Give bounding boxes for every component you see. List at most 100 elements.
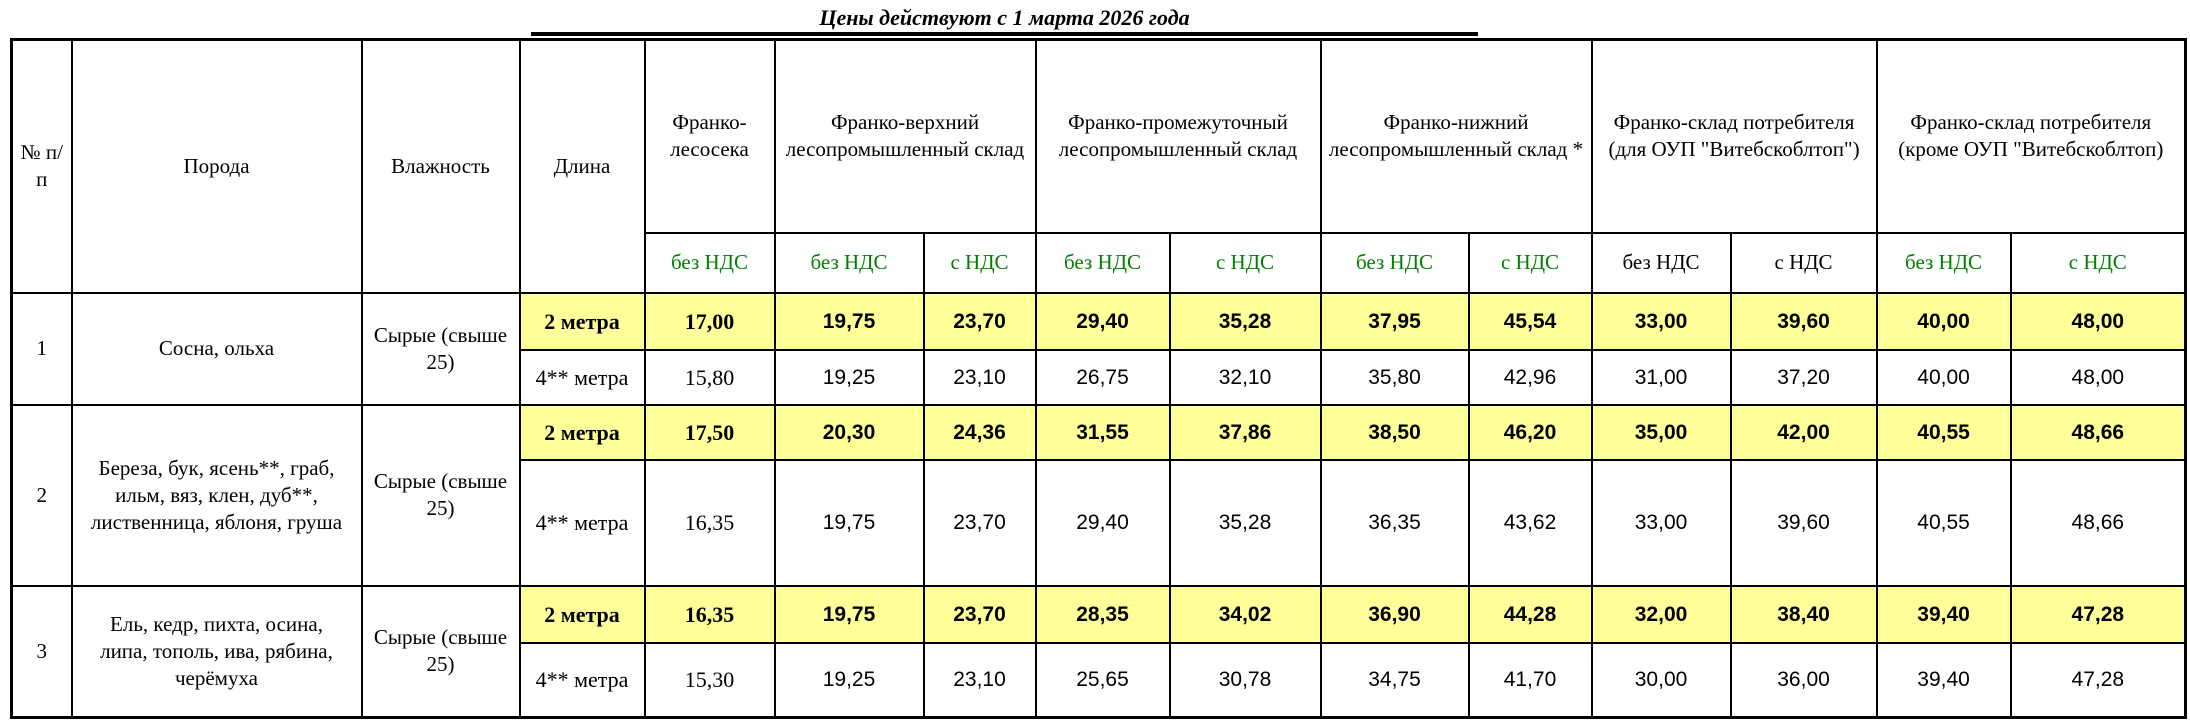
price-cell: 40,00 [1875,348,2012,406]
price-cell: 26,75 [1034,348,1171,406]
subheader-without-vat: без НДС [1590,231,1732,294]
row-number: 1 [10,291,73,406]
length-cell: 4** метра [518,641,646,719]
header-length: Длина [518,38,646,294]
price-cell: 17,00 [643,291,776,351]
price-cell: 47,28 [2009,584,2187,644]
price-cell: 40,55 [1875,403,2012,461]
species-cell: Сосна, ольха [70,291,363,406]
subheader-with-vat: с НДС [1467,231,1593,294]
price-cell: 19,75 [773,584,925,644]
price-cell: 33,00 [1590,291,1732,351]
humidity-cell: Сырые (свыше 25) [360,584,521,719]
price-cell: 23,70 [922,584,1037,644]
price-cell: 35,28 [1168,291,1322,351]
header-group-lower-warehouse: Франко-нижний лесопромышленный склад * [1319,38,1593,234]
length-cell: 4** метра [518,458,646,587]
price-cell: 15,30 [643,641,776,719]
price-cell: 17,50 [643,403,776,461]
price-table: № п/п Порода Влажность Длина Франко-лесо… [10,38,2188,719]
subheader-without-vat: без НДС [773,231,925,294]
subheader-with-vat: с НДС [922,231,1037,294]
price-cell: 31,00 [1590,348,1732,406]
header-humidity: Влажность [360,38,521,294]
price-cell: 46,20 [1467,403,1593,461]
price-cell: 44,28 [1467,584,1593,644]
price-cell: 48,66 [2009,458,2187,587]
price-cell: 29,40 [1034,458,1171,587]
price-cell: 34,75 [1319,641,1470,719]
price-cell: 19,25 [773,641,925,719]
price-cell: 19,75 [773,291,925,351]
length-cell: 2 метра [518,291,646,351]
price-cell: 36,35 [1319,458,1470,587]
table-row: 4** метра 15,30 19,25 23,10 25,65 30,78 34,75 4… [12,641,2187,719]
price-cell: 24,36 [922,403,1037,461]
price-cell: 39,60 [1729,291,1878,351]
price-cell: 48,00 [2009,291,2187,351]
price-cell: 47,28 [2009,641,2187,719]
header-group-upper-warehouse: Франко-верхний лесопромышленный склад [773,38,1037,234]
price-cell: 30,78 [1168,641,1322,719]
subheader-with-vat: с НДС [1729,231,1878,294]
price-cell: 42,96 [1467,348,1593,406]
price-cell: 16,35 [643,584,776,644]
price-cell: 15,80 [643,348,776,406]
row-number: 2 [10,403,73,587]
price-cell: 19,25 [773,348,925,406]
price-cell: 23,70 [922,458,1037,587]
length-cell: 2 метра [518,584,646,644]
price-cell: 36,00 [1729,641,1878,719]
price-cell: 41,70 [1467,641,1593,719]
price-cell: 42,00 [1729,403,1878,461]
subheader-without-vat: без НДС [643,231,776,294]
price-cell: 37,95 [1319,291,1470,351]
header-group-intermediate-warehouse: Франко-промежуточный лесопромышленный ск… [1034,38,1322,234]
table-row: 4** метра 15,80 19,25 23,10 26,75 32,10 35,80 4… [12,348,2187,406]
price-cell: 43,62 [1467,458,1593,587]
header-group-consumer-oup: Франко-склад потребителя (для ОУП "Витеб… [1590,38,1878,234]
price-cell: 28,35 [1034,584,1171,644]
subheader-with-vat: с НДС [2009,231,2187,294]
subheader-without-vat: без НДС [1319,231,1470,294]
header-group-felling-site: Франко-лесосека [643,38,776,234]
price-cell: 19,75 [773,458,925,587]
humidity-cell: Сырые (свыше 25) [360,291,521,406]
table-row: 2 Береза, бук, ясень**, граб, ильм, вяз, … [10,403,2187,587]
price-validity-title: Цены действуют с 1 марта 2026 года [531,4,1478,36]
price-cell: 32,10 [1168,348,1322,406]
species-cell: Береза, бук, ясень**, граб, ильм, вяз, к… [70,403,363,587]
price-cell: 37,20 [1729,348,1878,406]
table-row: 1 Сосна, ольха Сырые (свыше 25) 2 метра 17,0… [10,291,2187,406]
row-number: 3 [10,584,73,719]
price-cell: 37,86 [1168,403,1322,461]
table-row: 3 Ель, кедр, пихта, осина, липа, тополь, … [10,584,2187,719]
price-cell: 20,30 [773,403,925,461]
subheader-with-vat: с НДС [1168,231,1322,294]
price-cell: 35,00 [1590,403,1732,461]
price-cell: 23,10 [922,348,1037,406]
price-cell: 40,55 [1875,458,2012,587]
price-cell: 23,70 [922,291,1037,351]
price-cell: 36,90 [1319,584,1470,644]
price-cell: 38,40 [1729,584,1878,644]
price-cell: 16,35 [643,458,776,587]
subheader-without-vat: без НДС [1034,231,1171,294]
header-group-consumer-other: Франко-склад потребителя (кроме ОУП "Вит… [1875,38,2187,234]
price-cell: 39,40 [1875,584,2012,644]
price-cell: 25,65 [1034,641,1171,719]
table-row: 4** метра 16,35 19,75 23,70 29,40 35,28 36,35 4… [12,458,2187,587]
price-cell: 39,40 [1875,641,2012,719]
price-cell: 33,00 [1590,458,1732,587]
price-cell: 34,02 [1168,584,1322,644]
price-cell: 30,00 [1590,641,1732,719]
length-cell: 2 метра [518,403,646,461]
price-cell: 45,54 [1467,291,1593,351]
price-cell: 23,10 [922,641,1037,719]
price-cell: 38,50 [1319,403,1470,461]
price-cell: 35,28 [1168,458,1322,587]
header-num: № п/п [10,38,73,294]
header-species: Порода [70,38,363,294]
length-cell: 4** метра [518,348,646,406]
price-cell: 40,00 [1875,291,2012,351]
